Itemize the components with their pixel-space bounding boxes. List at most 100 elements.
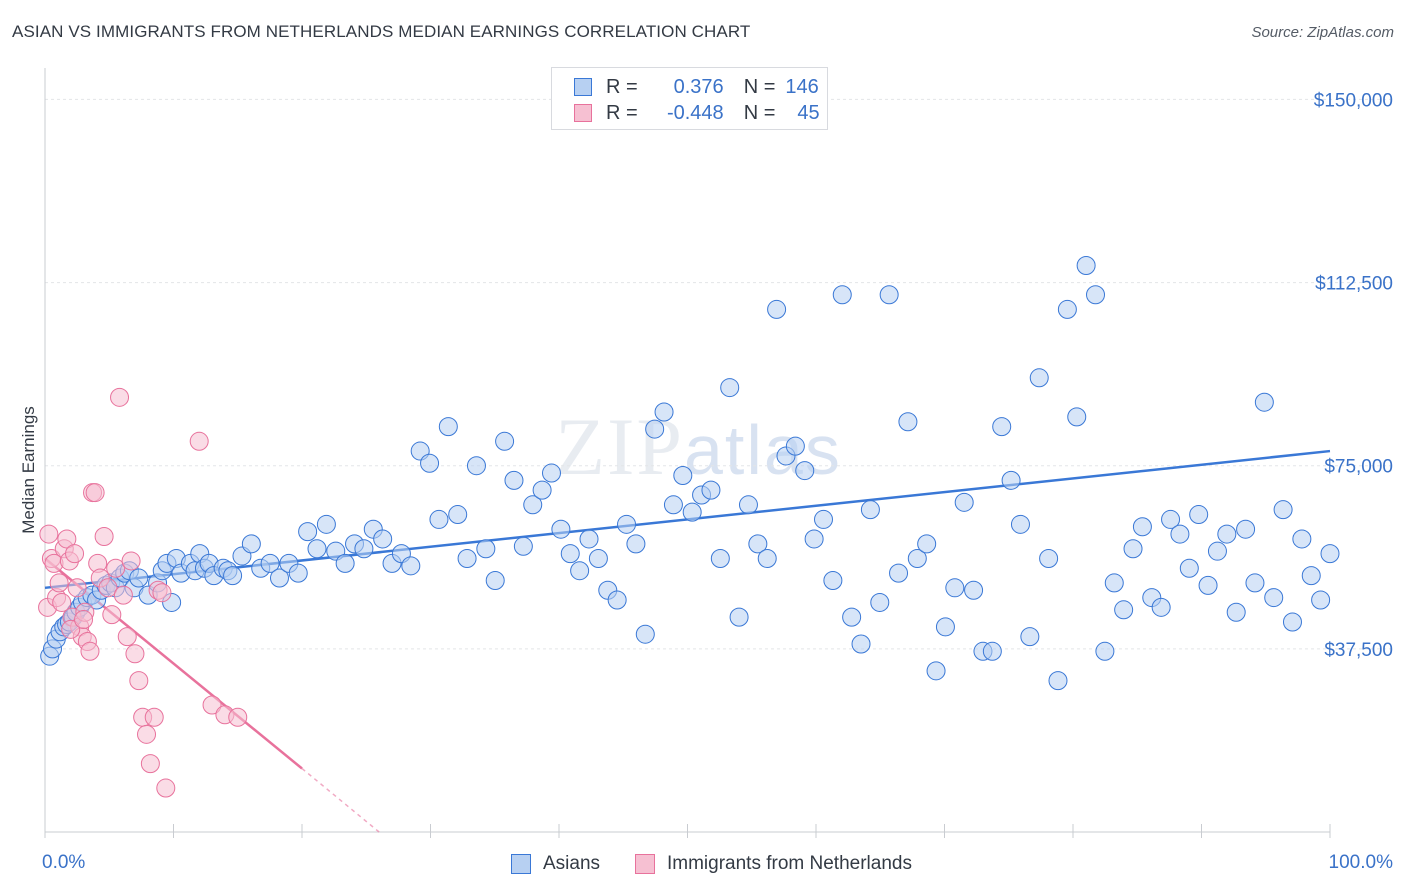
bottom-legend-swatch-asians: [511, 854, 531, 874]
point-asian: [551, 519, 571, 539]
point-asian: [832, 285, 852, 305]
point-asian: [814, 509, 834, 529]
point-asian: [804, 529, 824, 549]
point-netherlands: [117, 627, 137, 647]
point-asian: [729, 607, 749, 627]
axes: [44, 68, 1331, 838]
point-asian: [420, 453, 440, 473]
point-asian: [945, 578, 965, 598]
point-asian: [1179, 558, 1199, 578]
point-asian: [298, 522, 318, 542]
legend-row-asians: R = 0.376 N = 146: [574, 74, 819, 100]
point-asian: [720, 378, 740, 398]
point-asian: [917, 534, 937, 554]
legend-row-netherlands: R = -0.448 N = 45: [574, 100, 820, 126]
stats-legend: R = 0.376 N = 146 R = -0.448 N = 45: [551, 67, 828, 130]
point-asian: [260, 553, 280, 573]
point-netherlands: [110, 387, 130, 407]
legend-swatch-asians: [574, 78, 592, 96]
point-asian: [438, 417, 458, 437]
legend-n-label: N =: [743, 75, 776, 98]
point-asian: [748, 534, 768, 554]
point-netherlands: [129, 671, 149, 691]
point-netherlands: [49, 573, 69, 593]
point-asian: [1207, 541, 1227, 561]
point-netherlands: [102, 605, 122, 625]
point-asian: [1320, 544, 1340, 564]
point-asian: [485, 570, 505, 590]
point-asian: [457, 549, 477, 569]
point-asian: [1189, 505, 1209, 525]
point-asian: [1245, 573, 1265, 593]
point-asian: [373, 529, 393, 549]
point-asian: [710, 549, 730, 569]
point-asian: [241, 534, 261, 554]
point-asian: [1048, 671, 1068, 691]
bottom-legend-asians: Asians: [511, 851, 600, 877]
y-tick-label: $75,000: [1324, 457, 1393, 478]
point-netherlands: [74, 610, 94, 630]
watermark-atlas: atlas: [684, 411, 842, 489]
point-asian: [1010, 514, 1030, 534]
point-asian: [860, 500, 880, 520]
point-asian: [682, 502, 702, 522]
point-asian: [307, 539, 327, 559]
point-netherlands: [125, 644, 145, 664]
point-asian: [495, 431, 515, 451]
point-netherlands: [85, 483, 105, 503]
point-asian: [1020, 627, 1040, 647]
point-asian: [504, 470, 524, 490]
point-asian: [1095, 641, 1115, 661]
point-netherlands: [137, 724, 157, 744]
point-asian: [982, 641, 1002, 661]
chart-title: ASIAN VS IMMIGRANTS FROM NETHERLANDS MED…: [12, 22, 751, 41]
point-asian: [541, 463, 561, 483]
point-asian: [1198, 575, 1218, 595]
x-tick-label: 100.0%: [1329, 852, 1394, 873]
point-asian: [1311, 590, 1331, 610]
y-axis-label: Median Earnings: [19, 406, 38, 534]
point-asian: [401, 556, 421, 576]
point-asian: [532, 480, 552, 500]
point-asian: [129, 568, 149, 588]
point-asian: [448, 505, 468, 525]
point-asian: [757, 549, 777, 569]
point-asian: [1057, 299, 1077, 319]
point-netherlands: [121, 551, 141, 571]
bottom-legend-swatch-netherlands: [635, 854, 655, 874]
point-asian: [223, 566, 243, 586]
point-asian: [1114, 600, 1134, 620]
y-tick-label: $150,000: [1314, 90, 1393, 111]
point-asian: [738, 495, 758, 515]
point-asian: [523, 495, 543, 515]
point-asian: [635, 624, 655, 644]
point-asian: [663, 495, 683, 515]
bottom-legend-label-asians: Asians: [543, 853, 601, 874]
point-netherlands: [113, 585, 133, 605]
point-asian: [1301, 566, 1321, 586]
point-netherlands: [189, 431, 209, 451]
point-netherlands: [65, 544, 85, 564]
point-asian: [964, 580, 984, 600]
point-netherlands: [39, 524, 59, 544]
point-asian: [1067, 407, 1087, 427]
point-asian: [898, 412, 918, 432]
point-asian: [1104, 573, 1124, 593]
point-asian: [1123, 539, 1143, 559]
y-tick-label: $37,500: [1324, 640, 1393, 661]
point-asian: [795, 461, 815, 481]
point-netherlands: [106, 558, 126, 578]
x-tick-label: 0.0%: [42, 852, 85, 873]
point-asian: [1086, 285, 1106, 305]
point-asian: [466, 456, 486, 476]
point-asian: [870, 592, 890, 612]
point-asian: [1132, 517, 1152, 537]
point-asian: [588, 549, 608, 569]
point-asian: [926, 661, 946, 681]
point-asian: [785, 436, 805, 456]
data-points: [38, 255, 1340, 798]
point-asian: [992, 417, 1012, 437]
point-asian: [316, 514, 336, 534]
point-asian: [476, 539, 496, 559]
